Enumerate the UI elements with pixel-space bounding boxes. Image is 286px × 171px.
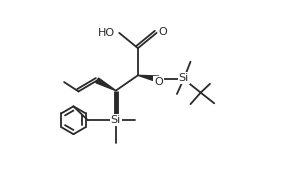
Text: Si: Si bbox=[111, 115, 121, 125]
Text: O: O bbox=[159, 27, 167, 37]
Text: HO: HO bbox=[97, 28, 114, 38]
Text: O: O bbox=[154, 77, 163, 87]
Text: Si: Si bbox=[178, 73, 189, 83]
Polygon shape bbox=[138, 75, 159, 82]
Polygon shape bbox=[96, 78, 116, 91]
